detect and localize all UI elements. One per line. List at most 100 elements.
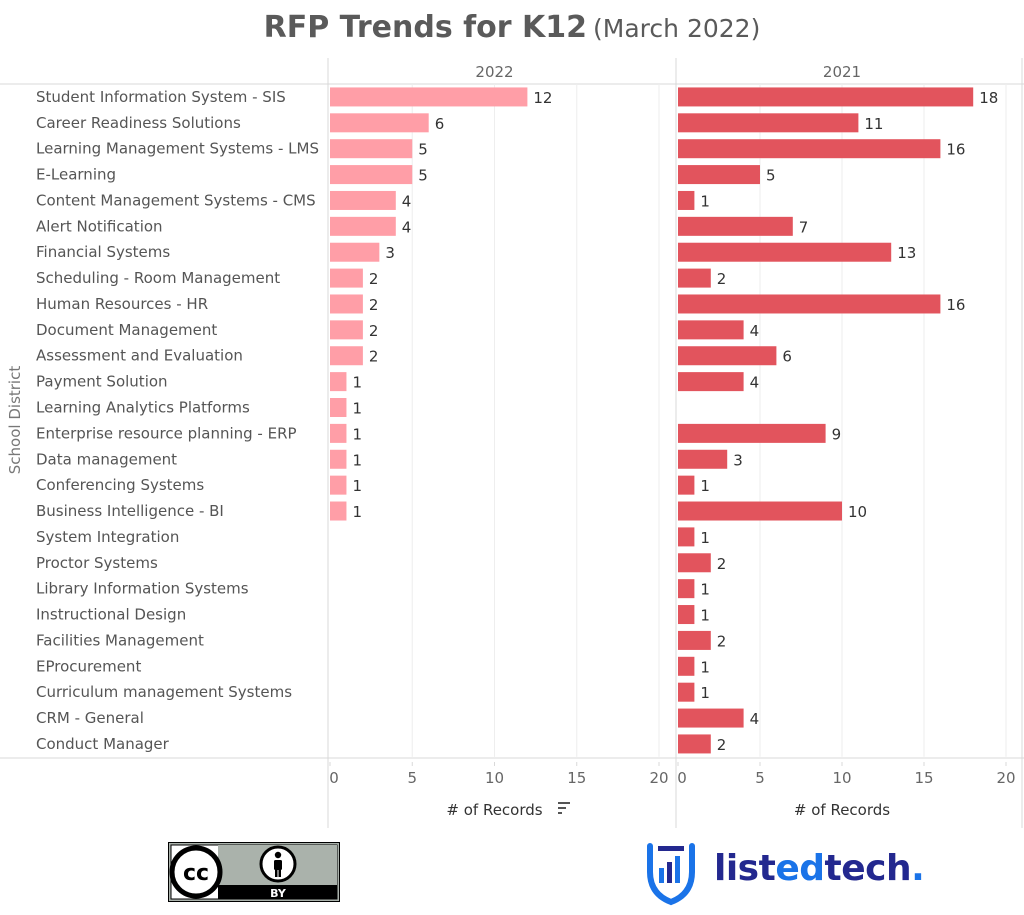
bar-2021 [678,320,744,340]
bar-2021 [678,294,941,314]
bar-2021 [678,475,695,495]
panel-header-2021: 2021 [823,63,861,81]
data-label-2021: 2 [717,555,727,573]
data-label-2021: 10 [848,503,867,521]
data-label-2021: 4 [750,374,760,392]
bar-2021 [678,682,695,702]
brand-part-dot: . [911,848,925,889]
data-label-2021: 4 [750,322,760,340]
bar-2022 [330,87,528,107]
data-label-2022: 1 [352,451,362,469]
data-label-2021: 16 [946,296,965,314]
bar-2021 [678,372,744,392]
listedtech-wordmark: listedtech. [714,848,925,889]
x-tick-label: 10 [832,769,851,787]
category-label: Facilities Management [36,631,204,649]
x-tick-label: 15 [914,769,933,787]
data-label-2021: 4 [750,710,760,728]
bar-2022 [330,216,396,236]
bar-2022 [330,475,347,495]
category-label: Career Readiness Solutions [36,114,241,132]
cc-by-label: BY [270,887,287,900]
data-label-2021: 16 [946,141,965,159]
bar-2021 [678,268,711,288]
bar-2021 [678,113,859,133]
cc-by-license-icon: cc BY [168,842,340,902]
data-label-2022: 5 [418,141,428,159]
brand-part-list: list [714,848,776,889]
data-label-2022: 1 [352,425,362,443]
data-label-2021: 1 [700,581,710,599]
data-label-2021: 2 [717,736,727,754]
bar-2021 [678,579,695,599]
category-label: Library Information Systems [36,580,249,598]
data-label-2022: 12 [533,89,552,107]
category-label: Instructional Design [36,606,186,624]
bar-2021 [678,734,711,754]
x-tick-label: 0 [329,769,339,787]
svg-text:cc: cc [183,861,209,886]
bar-2021 [678,630,711,650]
category-label: Content Management Systems - CMS [36,191,316,209]
bar-2021 [678,242,892,262]
brand-part-ed: ed [775,848,825,889]
category-label: Student Information System - SIS [36,88,286,106]
bar-2022 [330,372,347,392]
bar-2022 [330,423,347,443]
x-tick-label: 10 [485,769,504,787]
bar-2021 [678,553,711,573]
category-label: Business Intelligence - BI [36,502,224,520]
x-tick-label: 5 [755,769,765,787]
data-label-2021: 1 [700,658,710,676]
bar-2021 [678,87,974,107]
category-label: EProcurement [36,657,141,675]
bar-2021 [678,216,793,236]
bar-2021 [678,656,695,676]
bar-2021 [678,708,744,728]
category-label: Proctor Systems [36,554,158,572]
chart-title: RFP Trends for K12 (March 2022) [0,10,1024,45]
category-label: Human Resources - HR [36,295,208,313]
category-label: Enterprise resource planning - ERP [36,424,297,442]
data-label-2021: 18 [979,89,998,107]
bar-2022 [330,139,413,159]
data-label-2021: 13 [897,244,916,262]
category-label: Assessment and Evaluation [36,347,243,365]
bar-2022 [330,113,429,133]
x-tick-label: 15 [567,769,586,787]
panel-header-2022: 2022 [475,63,513,81]
bar-2022 [330,346,363,366]
category-label: Data management [36,450,177,468]
category-label: Conferencing Systems [36,476,204,494]
bar-2022 [330,449,347,469]
bar-2021 [678,190,695,210]
category-label: Financial Systems [36,243,170,261]
data-label-2021: 11 [864,115,883,133]
category-label: Conduct Manager [36,735,170,753]
bar-2021 [678,501,842,521]
category-label: Document Management [36,321,217,339]
x-tick-label: 20 [649,769,668,787]
bar-2021 [678,449,728,469]
data-label-2022: 5 [418,167,428,185]
brand-part-tech: tech [824,848,912,889]
data-label-2021: 7 [799,218,809,236]
bar-2022 [330,294,363,314]
data-label-2021: 9 [832,425,842,443]
data-label-2022: 2 [369,270,379,288]
category-label: Alert Notification [36,217,163,235]
bar-2022 [330,165,413,185]
x-tick-label: 0 [677,769,687,787]
bar-2022 [330,242,380,262]
data-label-2022: 2 [369,348,379,366]
category-label: CRM - General [36,709,144,727]
bar-2021 [678,139,941,159]
bar-2021 [678,165,760,185]
category-label: E-Learning [36,166,116,184]
data-label-2021: 3 [733,451,743,469]
data-label-2021: 1 [700,607,710,625]
data-label-2021: 1 [700,684,710,702]
x-tick-label: 20 [996,769,1015,787]
bar-2022 [330,398,347,417]
data-label-2021: 1 [700,529,710,547]
